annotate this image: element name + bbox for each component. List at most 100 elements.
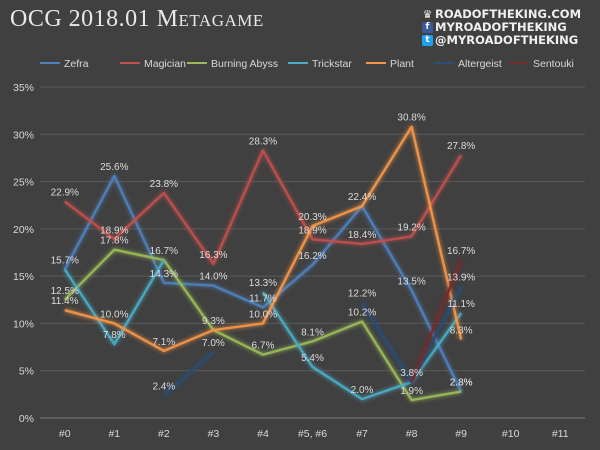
data-label-burning-abyss: 16.7% [150, 246, 178, 257]
data-label-trickstar: 11.1% [447, 299, 475, 310]
y-tick-label: 25% [13, 177, 34, 189]
series-lines [63, 125, 463, 402]
x-tick-label: #4 [257, 428, 269, 440]
data-label-magician: 18.9% [298, 225, 326, 236]
x-tick-label: #2 [158, 428, 170, 440]
series-line-trickstar [63, 259, 165, 346]
x-tick-label: #10 [502, 428, 520, 440]
legend-item-sentouki: Sentouki [509, 58, 574, 70]
data-label-altergeist: 7.0% [202, 338, 225, 349]
data-label-magician: 22.9% [51, 187, 79, 198]
data-label-zefra: 14.3% [150, 269, 178, 280]
x-tick-label: #11 [552, 428, 569, 440]
chart-title: OCG 2018.01 Metagame [10, 6, 264, 32]
legend-item-plant: Plant [366, 58, 414, 70]
legend-item-altergeist: Altergeist [434, 58, 502, 70]
data-label-burning-abyss: 9.3% [202, 316, 225, 327]
brand-block: ♛ ROADOFTHEKING.COM f MYROADOFTHEKING t … [422, 8, 592, 47]
x-tick-label: #8 [406, 428, 418, 440]
data-label-altergeist: 2.4% [152, 381, 175, 392]
crown-icon: ♛ [422, 8, 433, 21]
x-tick-label: #0 [59, 428, 71, 440]
legend-label: Zefra [64, 58, 89, 70]
data-label-plant: 8.3% [450, 326, 473, 337]
legend-item-zefra: Zefra [40, 58, 89, 70]
data-label-magician: 18.9% [100, 225, 128, 236]
data-label-trickstar: 13.3% [249, 278, 277, 289]
series-line-burning-abyss [63, 248, 462, 402]
data-label-sentouki: 16.7% [447, 246, 475, 257]
legend-label: Trickstar [312, 58, 352, 70]
data-label-plant: 30.8% [397, 113, 425, 124]
brand-twitter: @MYROADOFTHEKING [435, 33, 579, 47]
series-line-zefra [63, 174, 463, 393]
y-tick-label: 15% [13, 271, 34, 283]
data-label-magician: 18.4% [348, 230, 376, 241]
data-label-plant: 20.3% [298, 212, 326, 223]
legend-label: Burning Abyss [211, 58, 278, 70]
data-label-zefra: 13.5% [397, 276, 425, 287]
legend-item-trickstar: Trickstar [288, 58, 352, 70]
legend-item-burning-abyss: Burning Abyss [187, 58, 278, 70]
data-label-burning-abyss: 10.2% [348, 308, 376, 319]
data-label-altergeist: 12.2% [348, 289, 376, 300]
data-label-trickstar: 7.8% [103, 330, 126, 341]
series-line-trickstar [261, 291, 463, 401]
data-label-trickstar: 2.0% [351, 385, 374, 396]
brand-twitter-row: t @MYROADOFTHEKING [422, 34, 592, 47]
x-tick-label: #5, #6 [298, 428, 327, 440]
y-tick-label: 30% [13, 129, 34, 141]
brand-facebook: MYROADOFTHEKING [435, 20, 567, 34]
data-label-zefra: 16.2% [298, 251, 326, 262]
twitter-icon: t [422, 35, 433, 46]
facebook-icon: f [422, 22, 433, 33]
data-label-zefra: 22.4% [348, 192, 376, 203]
x-tick-label: #9 [455, 428, 467, 440]
data-label-magician: 16.3% [199, 250, 227, 261]
data-label-trickstar: 5.4% [301, 353, 324, 364]
y-tick-label: 20% [13, 224, 34, 236]
data-label-burning-abyss: 8.1% [301, 327, 324, 338]
data-label-burning-abyss: 6.7% [252, 341, 275, 352]
data-label-plant: 10.0% [249, 309, 277, 320]
data-label-magician: 19.2% [397, 222, 425, 233]
data-label-magician: 27.8% [447, 141, 475, 152]
data-label-zefra: 25.6% [100, 162, 128, 173]
legend-label: Altergeist [458, 58, 502, 70]
data-label-zefra: 15.7% [51, 256, 79, 267]
data-label-burning-abyss: 17.8% [100, 236, 128, 247]
y-tick-label: 35% [13, 82, 34, 94]
legend-label: Magician [144, 58, 186, 70]
data-label-burning-abyss: 1.9% [400, 386, 423, 397]
legend-label: Sentouki [533, 58, 574, 70]
series-line-magician [64, 149, 463, 266]
x-tick-label: #3 [208, 428, 220, 440]
x-tick-label: #1 [108, 428, 120, 440]
data-label-burning-abyss: 12.5% [51, 286, 79, 297]
brand-website-row: ♛ ROADOFTHEKING.COM [422, 7, 592, 22]
data-label-burning-abyss: 2.8% [450, 378, 473, 389]
y-tick-label: 10% [13, 318, 34, 330]
gridlines [40, 86, 585, 419]
data-label-magician: 28.3% [249, 136, 277, 147]
data-label-altergeist: 13.9% [447, 273, 475, 284]
data-label-zefra: 11.7% [249, 293, 277, 304]
data-label-trickstar: 3.8% [400, 368, 423, 379]
series-line-altergeist [163, 350, 215, 397]
brand-website: ROADOFTHEKING.COM [435, 7, 582, 21]
series-line-sentouki [410, 259, 463, 383]
legend-item-magician: Magician [120, 58, 186, 70]
data-label-plant: 7.1% [152, 337, 175, 348]
data-label-zefra: 2.8% [450, 378, 473, 389]
data-label-plant: 10.0% [100, 309, 128, 320]
y-tick-label: 0% [19, 413, 34, 425]
x-tick-label: #7 [356, 428, 368, 440]
legend-label: Plant [390, 58, 414, 70]
data-label-plant: 11.4% [51, 296, 79, 307]
data-labels: 15.7% 25.6% 14.3% 14.0% 11.7% 16.2% 22.4% 13.5%… [51, 113, 476, 397]
axes: 0% 5% 10% 15% 20% 25% 30% 35% #0 #1 #2 #3 #4 #5, #6 #7… [13, 82, 569, 440]
series-line-plant [64, 125, 463, 353]
legend: Zefra Magician Burning Abyss Trickstar Plant… [40, 58, 574, 70]
y-tick-label: 5% [19, 366, 34, 378]
